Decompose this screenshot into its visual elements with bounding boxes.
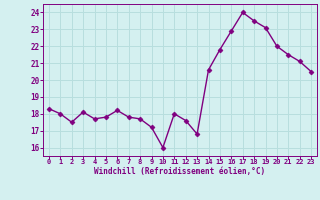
X-axis label: Windchill (Refroidissement éolien,°C): Windchill (Refroidissement éolien,°C) bbox=[94, 167, 266, 176]
